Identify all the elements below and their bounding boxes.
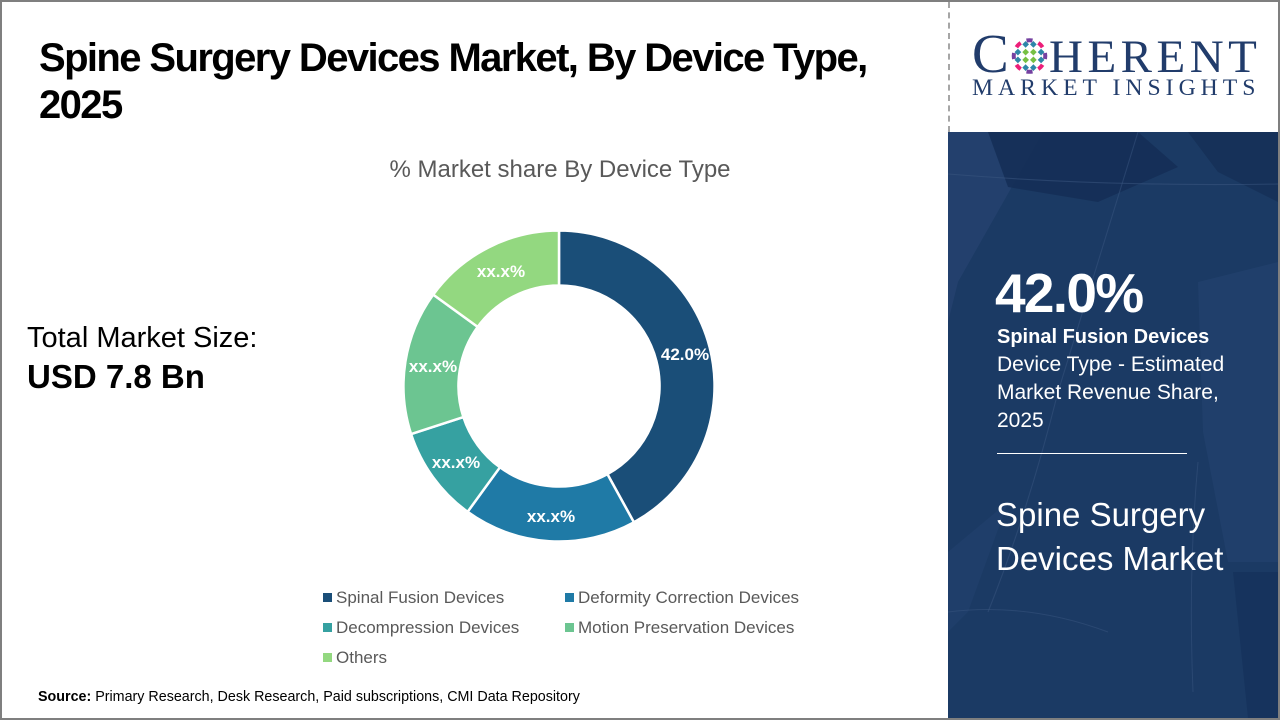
svg-text:MARKET INSIGHTS: MARKET INSIGHTS xyxy=(972,75,1260,101)
svg-text:C: C xyxy=(972,23,1009,84)
svg-text:HERENT: HERENT xyxy=(1049,31,1261,83)
